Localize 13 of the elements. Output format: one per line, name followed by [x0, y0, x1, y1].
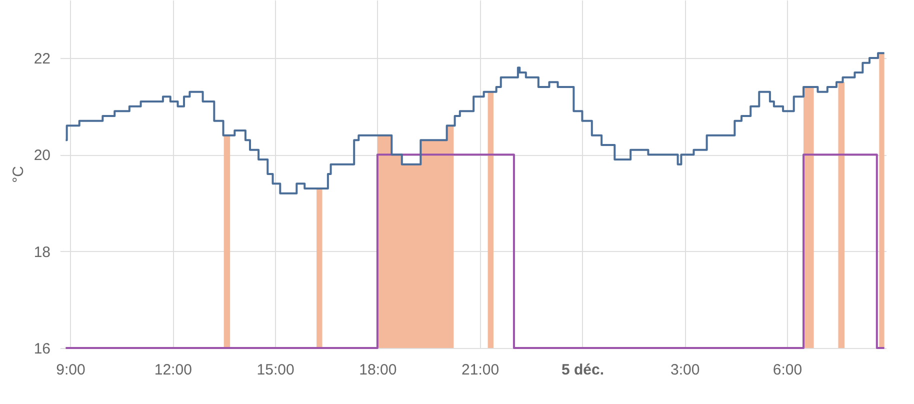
x-tick-label: 18:00: [359, 362, 397, 378]
x-tick-label: 15:00: [256, 362, 294, 378]
x-tick-label: 9:00: [56, 362, 86, 378]
y-tick-label: 16: [34, 340, 50, 358]
y-tick-label: 22: [34, 50, 50, 68]
y-tick-label: 18: [34, 244, 50, 261]
x-tick-label: 21:00: [462, 362, 500, 378]
y-tick-label: 20: [34, 147, 50, 164]
x-tick-label: 3:00: [670, 362, 700, 378]
y-axis-title: °C: [10, 166, 27, 183]
x-tick-label: 5 déc.: [561, 362, 604, 378]
x-tick-label: 6:00: [772, 362, 802, 378]
x-tick-label: 12:00: [154, 362, 192, 378]
